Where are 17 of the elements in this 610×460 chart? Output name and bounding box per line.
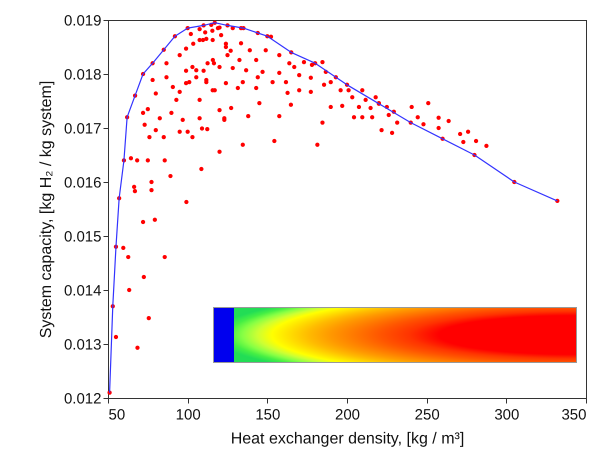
x-axis-title: Heat exchanger density, [kg / m³] <box>230 430 464 448</box>
x-tick-label: 50 <box>108 406 126 424</box>
x-tick-label: 300 <box>494 406 520 424</box>
y-axis-title: System capacity, [kg H₂ / kg system] <box>38 80 55 338</box>
y-tick-label: 0.014 <box>64 282 102 300</box>
x-tick-label: 250 <box>414 406 440 424</box>
y-tick-label: 0.019 <box>64 12 102 30</box>
x-tick-label: 200 <box>334 406 360 424</box>
x-tick-label: 350 <box>561 406 586 424</box>
x-tick-label: 150 <box>255 406 280 424</box>
y-tick-label: 0.015 <box>64 228 102 246</box>
y-tick-label: 0.017 <box>64 120 102 138</box>
y-tick-label: 0.018 <box>64 66 102 84</box>
x-tick-label: 100 <box>176 406 201 424</box>
y-tick-label: 0.012 <box>64 390 102 408</box>
y-tick-label: 0.016 <box>64 174 102 192</box>
y-tick-label: 0.013 <box>64 336 102 354</box>
